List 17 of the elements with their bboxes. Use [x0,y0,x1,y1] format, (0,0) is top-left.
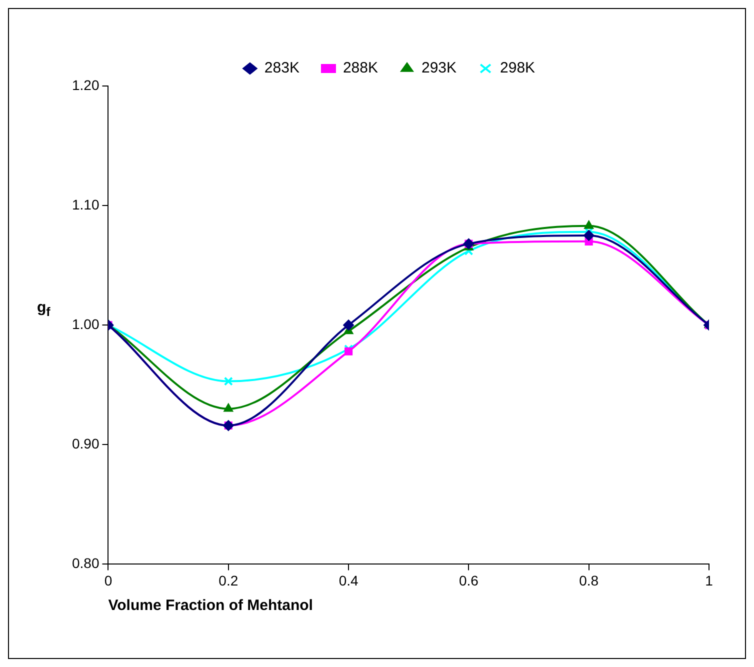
y-tick-label: 0.80 [72,555,100,572]
x-tick-label: 0.6 [458,572,479,588]
x-tick-label: 0 [104,572,112,588]
x-tick-label: 0.4 [338,572,358,588]
legend-label: 288K [342,60,378,77]
y-tick-label: 1.10 [72,196,100,212]
y-tick-label: 1.20 [72,76,100,93]
y-tick-label: 1.00 [72,316,100,332]
legend-label: 283K [264,60,300,77]
x-axis-title: Volume Fraction of Mehtanol [108,597,313,614]
legend-label: 298K [500,60,536,77]
x-tick-label: 0.2 [218,572,238,588]
x-tick-label: 1 [705,572,714,588]
x-tick-label: 0.8 [579,572,599,588]
y-axis-title: g$_{f}$ [37,299,50,319]
legend-label: 293K [422,60,457,77]
y-tick-label: 0.90 [72,436,100,452]
